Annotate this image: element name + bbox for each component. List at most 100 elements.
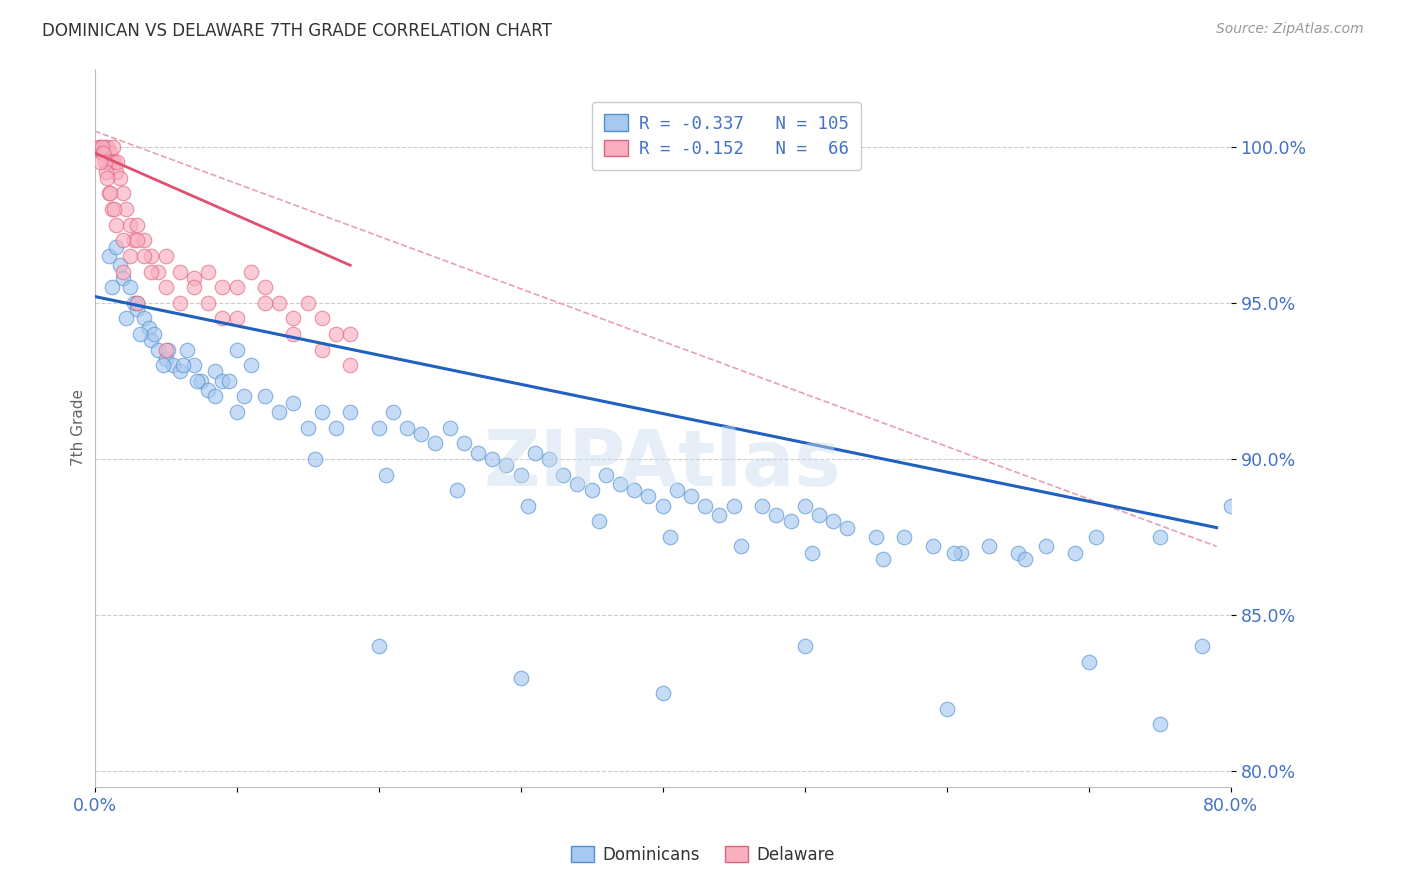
- Point: [253, 295, 276, 310]
- Point: [239, 264, 262, 278]
- Y-axis label: 7th Grade: 7th Grade: [72, 389, 86, 467]
- Point: [155, 351, 177, 366]
- Point: [446, 483, 468, 497]
- Point: [225, 405, 247, 419]
- Point: [304, 451, 326, 466]
- Point: [935, 702, 957, 716]
- Point: [339, 358, 361, 372]
- Point: [183, 358, 205, 372]
- Point: [104, 164, 127, 178]
- Point: [239, 358, 262, 372]
- Text: Source: ZipAtlas.com: Source: ZipAtlas.com: [1216, 22, 1364, 37]
- Point: [120, 249, 142, 263]
- Point: [651, 499, 673, 513]
- Point: [765, 508, 787, 522]
- Point: [269, 295, 291, 310]
- Point: [495, 458, 517, 472]
- Point: [793, 640, 815, 654]
- Point: [183, 280, 205, 294]
- Point: [141, 264, 163, 278]
- Point: [1007, 546, 1029, 560]
- Point: [87, 139, 110, 153]
- Point: [823, 514, 845, 528]
- Point: [97, 249, 120, 263]
- Point: [197, 295, 219, 310]
- Point: [623, 483, 645, 497]
- Point: [481, 451, 503, 466]
- Point: [949, 546, 972, 560]
- Point: [141, 249, 163, 263]
- Point: [311, 311, 333, 326]
- Point: [134, 311, 156, 326]
- Point: [186, 374, 208, 388]
- Point: [111, 233, 134, 247]
- Point: [100, 280, 122, 294]
- Point: [211, 280, 233, 294]
- Point: [1191, 640, 1213, 654]
- Point: [232, 389, 254, 403]
- Legend: R = -0.337   N = 105, R = -0.152   N =  66: R = -0.337 N = 105, R = -0.152 N = 66: [592, 103, 860, 170]
- Point: [425, 436, 447, 450]
- Point: [872, 552, 894, 566]
- Point: [155, 343, 177, 357]
- Point: [339, 326, 361, 341]
- Point: [381, 405, 404, 419]
- Point: [467, 445, 489, 459]
- Point: [509, 671, 531, 685]
- Point: [339, 405, 361, 419]
- Point: [190, 374, 212, 388]
- Point: [751, 499, 773, 513]
- Point: [89, 139, 111, 153]
- Point: [111, 186, 134, 201]
- Point: [297, 420, 319, 434]
- Point: [155, 280, 177, 294]
- Point: [103, 202, 125, 216]
- Point: [1149, 530, 1171, 544]
- Point: [211, 374, 233, 388]
- Point: [411, 426, 433, 441]
- Point: [283, 326, 305, 341]
- Point: [103, 155, 125, 169]
- Point: [89, 155, 111, 169]
- Point: [538, 451, 561, 466]
- Point: [225, 311, 247, 326]
- Point: [100, 202, 122, 216]
- Point: [155, 249, 177, 263]
- Point: [114, 311, 136, 326]
- Point: [176, 343, 198, 357]
- Point: [218, 374, 240, 388]
- Point: [138, 320, 160, 334]
- Point: [665, 483, 688, 497]
- Point: [979, 540, 1001, 554]
- Point: [96, 170, 118, 185]
- Point: [204, 364, 226, 378]
- Point: [91, 145, 114, 160]
- Point: [311, 343, 333, 357]
- Point: [94, 145, 117, 160]
- Point: [143, 326, 166, 341]
- Point: [1084, 530, 1107, 544]
- Point: [1014, 552, 1036, 566]
- Point: [283, 311, 305, 326]
- Point: [93, 155, 115, 169]
- Point: [658, 530, 681, 544]
- Point: [94, 164, 117, 178]
- Point: [183, 270, 205, 285]
- Point: [367, 420, 389, 434]
- Point: [509, 467, 531, 482]
- Point: [921, 540, 943, 554]
- Point: [91, 145, 114, 160]
- Point: [325, 420, 347, 434]
- Point: [100, 155, 122, 169]
- Point: [204, 389, 226, 403]
- Point: [807, 508, 830, 522]
- Point: [395, 420, 418, 434]
- Point: [148, 343, 170, 357]
- Point: [709, 508, 731, 522]
- Point: [269, 405, 291, 419]
- Point: [93, 139, 115, 153]
- Point: [837, 521, 859, 535]
- Point: [374, 467, 396, 482]
- Point: [695, 499, 717, 513]
- Point: [637, 489, 659, 503]
